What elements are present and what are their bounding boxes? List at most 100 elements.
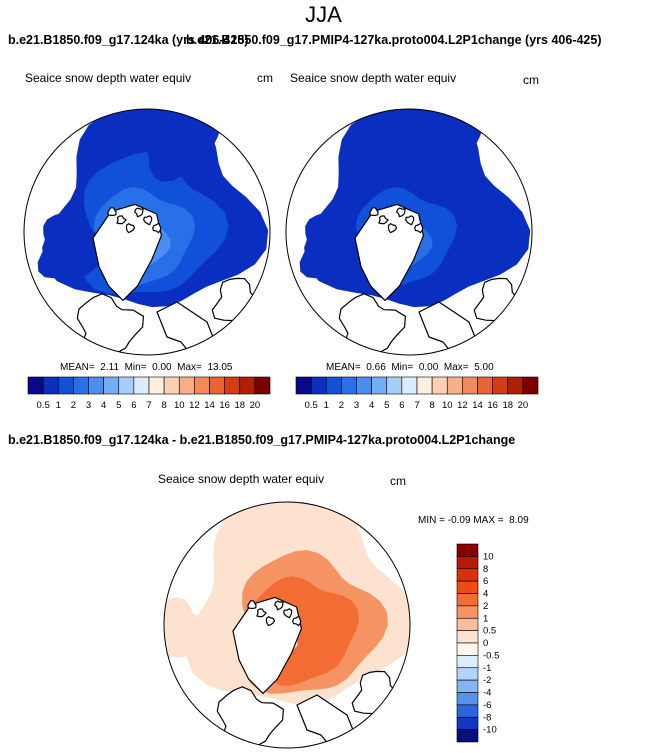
colorbar-3-tick-label: -2 — [483, 675, 491, 686]
colorbar-3-bin — [456, 543, 479, 557]
colorbar-3-tick-label: 2 — [483, 601, 488, 612]
colorbar-3-bin — [456, 642, 479, 656]
colorbar-2-tick-label: 6 — [399, 400, 404, 411]
colorbar-2-bin — [492, 376, 509, 395]
panel2-stats: MEAN= 0.66 Min= 0.00 Max= 5.00 — [326, 362, 494, 373]
colorbar-3-tick-label: 6 — [483, 576, 488, 587]
colorbar-2-tick-label: 18 — [502, 400, 513, 411]
colorbar-3-bin — [456, 679, 479, 693]
colorbar-3-bin — [456, 617, 479, 631]
field-baffin — [37, 209, 114, 279]
island-outline — [125, 223, 136, 234]
case-title-right: b.e21.B1850.f09_g17.PMIP4-127ka.proto004… — [186, 33, 602, 47]
colorbar-2-tick-label: 16 — [487, 400, 498, 411]
colorbar-1-bin — [194, 376, 210, 395]
colorbar-2-bin — [477, 376, 493, 395]
map-border-2 — [285, 108, 533, 356]
colorbar-2-tick-label: 10 — [442, 400, 453, 411]
colorbar-1-bin — [27, 376, 44, 395]
colorbar-3-tick-label: -1 — [483, 663, 491, 674]
colorbar-1-tick-label: 10 — [174, 400, 185, 411]
colorbar-2-bin — [446, 376, 463, 395]
colorbar-3-bin — [456, 655, 479, 669]
colorbar-3-bin — [456, 630, 479, 644]
colorbar-3-tick-label: -10 — [483, 725, 497, 736]
colorbar-3-tick-label: 1 — [483, 613, 488, 624]
island-outline — [116, 215, 127, 225]
map-1 — [37, 109, 269, 355]
greenland-outline — [232, 596, 302, 694]
panel3-max-label: MAX = — [473, 515, 504, 526]
colorbar-3-tick-label: 10 — [483, 551, 494, 562]
panel1-max: 13.05 — [207, 362, 233, 373]
colorbar-3-tick-label: 8 — [483, 564, 488, 575]
colorbar-2-tick-label: 5 — [384, 400, 389, 411]
colorbar-1-tick-label: 1 — [56, 400, 61, 411]
colorbar-2-bin — [416, 376, 433, 395]
eurasia-coast-outline — [296, 694, 360, 748]
colorbar-2-bin — [507, 376, 524, 395]
map-2 — [299, 109, 531, 355]
colorbar-1-bin — [178, 376, 195, 395]
colorbar-3-tick-label: 4 — [483, 589, 488, 600]
island-outline — [274, 600, 284, 611]
island-outline — [107, 207, 117, 216]
colorbar-2-bin — [522, 376, 539, 395]
colorbar-1-bin — [42, 376, 59, 395]
colorbar-1-bin — [148, 376, 165, 395]
colorbar-2-bin — [386, 376, 403, 395]
colorbar-2-tick-label: 0.5 — [305, 400, 318, 411]
colorbar-2-tick-label: 7 — [414, 400, 419, 411]
colorbar-2-tick-label: 2 — [339, 400, 344, 411]
colorbar-2-bin — [401, 376, 418, 395]
colorbar-1-bin — [224, 376, 241, 395]
colorbar-2-tick-label: 4 — [369, 400, 374, 411]
colorbar-2-tick-label: 1 — [324, 400, 329, 411]
panel1-stats: MEAN= 2.11 Min= 0.00 Max= 13.05 — [60, 362, 232, 373]
island-outline — [387, 223, 398, 234]
greenland-outline — [354, 203, 424, 301]
colorbar-1-bin — [209, 376, 225, 395]
colorbar-2-tick-label: 12 — [457, 400, 468, 411]
colorbar-1-tick-label: 12 — [189, 400, 200, 411]
colorbar-2-bin — [310, 376, 327, 395]
island-outline — [152, 222, 162, 234]
colorbar-1-tick-label: 0.5 — [37, 400, 50, 411]
colorbar-1-tick-label: 3 — [86, 400, 91, 411]
island-outline — [396, 207, 406, 218]
island-outline — [283, 608, 293, 619]
colorbar-1-bin — [57, 376, 74, 395]
colorbar-1-tick-label: 4 — [101, 400, 106, 411]
colorbar-1-tick-label: 5 — [116, 400, 121, 411]
panel2-min-label: Min= — [391, 362, 414, 373]
colorbar-2-bin — [431, 376, 448, 395]
colorbar-2-bin — [295, 376, 312, 395]
panel1-mean-label: MEAN= — [60, 362, 95, 373]
panel3-variable: Seaice snow depth water equiv — [158, 472, 325, 486]
map-border-1 — [23, 108, 271, 356]
case-title-left: b.e21.B1850.f09_g17.124ka (yrs 406-425) — [8, 33, 249, 47]
colorbar-1-bin — [103, 376, 120, 395]
island-outline — [405, 215, 415, 226]
colorbar-2-tick-label: 3 — [354, 400, 359, 411]
alaska-outline — [211, 277, 265, 323]
colorbar-3-tick-label: 0.5 — [483, 626, 496, 637]
panel3-units: cm — [390, 474, 406, 488]
island-outline — [292, 615, 302, 627]
colorbar-2-bin — [356, 376, 372, 395]
alaska-outline — [473, 277, 527, 323]
island-outline — [369, 207, 379, 216]
greenland-outline — [92, 203, 162, 301]
island-outline — [143, 215, 153, 226]
colorbar-2-tick-label: 14 — [472, 400, 483, 411]
colorbar-1-tick-label: 2 — [71, 400, 76, 411]
map-3 — [164, 502, 410, 748]
panel1-max-label: Max= — [177, 362, 202, 373]
panel1-mean: 2.11 — [100, 362, 120, 373]
diff-title: b.e21.B1850.f09_g17.124ka - b.e21.B1850.… — [8, 433, 516, 447]
colorbar-1-bin — [88, 376, 104, 395]
colorbar-2-bin — [462, 376, 478, 395]
colorbar-2-bin — [371, 376, 388, 395]
colorbar-3-tick-label: -4 — [483, 688, 491, 699]
